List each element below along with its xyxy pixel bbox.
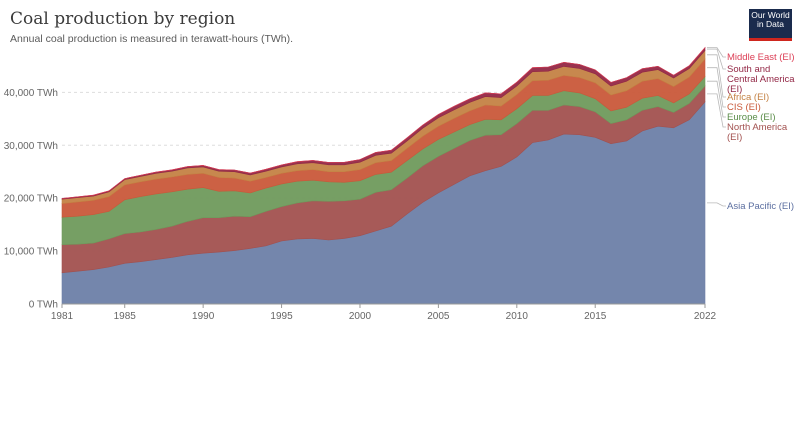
x-tick-label: 1981 [51,311,74,322]
x-tick-label: 1990 [192,311,215,322]
x-tick-label: 2010 [506,311,529,322]
x-tick-label: 2000 [349,311,372,322]
x-tick-label: 2015 [584,311,607,322]
logo-line-2: in Data [757,19,784,29]
series-label: (EI) [727,132,742,143]
series-label: Europe (EI) [727,112,776,123]
y-tick-label: 10,000 TWh [4,247,58,258]
x-tick-label: 2022 [694,311,717,322]
label-connector [707,67,726,108]
area-middle-east-ei [61,46,706,199]
series-label: CIS (EI) [727,102,761,113]
x-tick-label: 1985 [114,311,137,322]
series-label: North America [727,122,788,133]
label-connector [707,54,726,98]
chart-title: Coal production by region [10,9,236,29]
y-tick-label: 20,000 TWh [4,194,58,205]
logo-line-1: Our World [751,10,790,20]
series-label: South and [727,64,770,75]
x-tick-label: 1995 [270,311,293,322]
label-connector [707,202,726,207]
label-connector [707,80,726,118]
chart-subtitle: Annual coal production is measured in te… [10,33,294,45]
y-tick-label: 40,000 TWh [4,88,58,99]
series-label: Central America [727,74,795,85]
label-connector [707,48,726,70]
series-label: (EI) [727,84,742,95]
y-tick-label: 0 TWh [29,300,58,311]
series-label: Middle East (EI) [727,52,795,63]
y-tick-label: 30,000 TWh [4,141,58,152]
owid-logo[interactable]: Our World in Data [749,9,792,41]
label-connector [707,47,726,58]
series-label: Asia Pacific (EI) [727,201,794,212]
x-tick-label: 2005 [427,311,450,322]
label-connector [707,93,726,128]
series-label: Africa (EI) [727,92,769,103]
